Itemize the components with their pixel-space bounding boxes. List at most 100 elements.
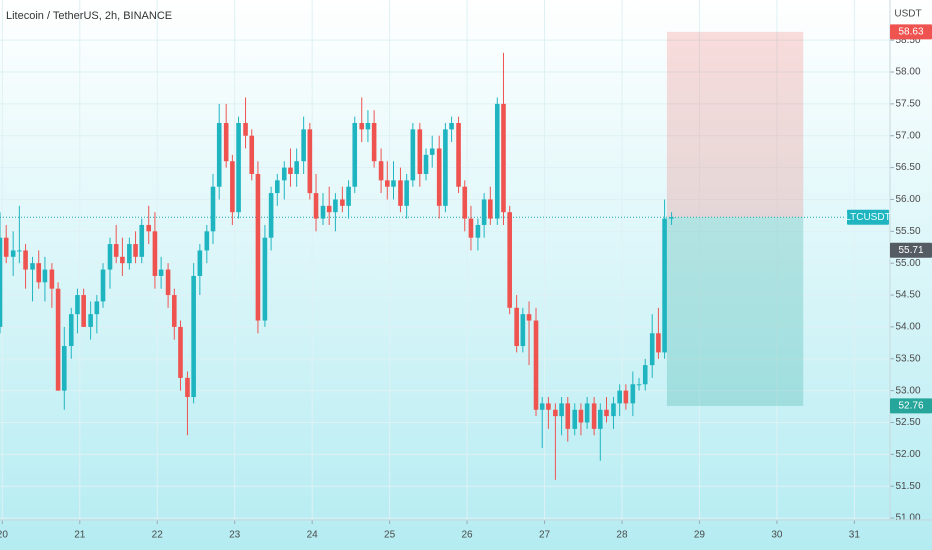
x-tick-label: 25	[384, 530, 396, 541]
candle-body	[249, 135, 255, 174]
candle-body	[423, 154, 429, 174]
y-tick-label: 56.00	[895, 194, 920, 205]
candle-body	[216, 122, 222, 187]
y-tick-label: 54.00	[895, 322, 920, 333]
candle-body	[113, 244, 119, 257]
stop-badge	[890, 24, 932, 40]
candle-body	[88, 314, 93, 327]
candle-body	[236, 122, 241, 213]
candle-body	[417, 129, 423, 174]
candle-body	[197, 250, 203, 276]
candle-body	[185, 377, 190, 398]
candle-body	[152, 231, 158, 276]
candle-body	[656, 333, 661, 353]
x-tick-label: 23	[229, 530, 241, 541]
candle-body	[617, 390, 622, 404]
candle-body	[462, 186, 468, 219]
candle-body	[288, 167, 293, 174]
candle-body	[584, 403, 590, 423]
candle-body	[598, 409, 603, 429]
candle-body	[384, 180, 390, 187]
candle-body	[210, 186, 216, 232]
symbol-badge-text: LTCUSDT	[845, 212, 890, 223]
candle-body	[611, 403, 616, 417]
candle-body	[449, 122, 454, 130]
candle-body	[623, 390, 629, 404]
candle-body	[75, 295, 80, 315]
candle-body	[223, 122, 229, 162]
y-tick-label: 51.50	[895, 481, 920, 492]
x-tick-label: 21	[74, 530, 86, 541]
candle-body	[501, 103, 506, 213]
candle-body	[307, 129, 313, 194]
candle-body	[3, 237, 9, 257]
candle-body	[578, 409, 584, 423]
candle-body	[520, 314, 526, 347]
candle-body	[165, 269, 171, 296]
candle-body	[378, 161, 384, 181]
candle-body	[526, 314, 532, 321]
candle-body	[255, 173, 261, 321]
candle-body	[662, 218, 667, 353]
price-badge	[890, 242, 932, 258]
candle-body	[359, 122, 365, 130]
x-tick-label: 31	[849, 530, 861, 541]
candle-body	[371, 122, 377, 162]
candle-body	[326, 205, 332, 213]
candle-body	[488, 199, 493, 219]
y-tick-label: 51.00	[895, 513, 920, 524]
y-tick-label: 53.50	[895, 353, 920, 364]
candle-body	[514, 307, 519, 347]
target-badge	[890, 398, 932, 414]
candle-body	[436, 148, 442, 206]
candle-body	[275, 180, 280, 194]
y-tick-label: 52.50	[895, 417, 920, 428]
candle-body	[204, 231, 210, 251]
candle-body	[281, 167, 287, 181]
candle-body	[565, 403, 571, 429]
candle-body	[49, 269, 55, 289]
y-tick-label: 55.50	[895, 226, 920, 237]
y-tick-label: 54.50	[895, 290, 920, 301]
symbol-badge	[847, 209, 889, 225]
candle-body	[146, 224, 152, 232]
candle-body	[36, 263, 42, 283]
x-tick-label: 29	[694, 530, 706, 541]
candle-body	[10, 250, 16, 257]
candle-body	[591, 403, 597, 429]
y-tick-label: 58.50	[895, 35, 920, 46]
candle-body	[391, 180, 396, 187]
stop-zone	[666, 31, 804, 218]
candle-body	[352, 122, 358, 187]
candle-body	[191, 275, 196, 398]
candle-body	[669, 217, 674, 219]
candle-body	[346, 186, 351, 206]
target-badge-text: 52.76	[898, 401, 923, 412]
candle-body	[23, 250, 28, 270]
candle-body	[94, 301, 100, 315]
y-tick-label: 57.00	[895, 130, 920, 141]
candle-body	[262, 237, 268, 321]
y-tick-label: 58.00	[895, 67, 920, 78]
candle-body	[636, 384, 642, 386]
candle-body	[320, 205, 326, 219]
candle-body	[171, 295, 177, 327]
candle-body	[630, 384, 636, 404]
price-badge-text: 55.71	[898, 245, 923, 256]
candle-body	[268, 193, 274, 238]
candle-body	[475, 224, 481, 238]
y-tick-label: 57.50	[895, 99, 920, 110]
candle-body	[410, 129, 416, 181]
candle-body	[301, 129, 306, 162]
y-tick-label: 56.50	[895, 162, 920, 173]
candle-body	[120, 256, 125, 264]
candle-body	[429, 148, 435, 155]
candle-body	[243, 122, 248, 136]
candle-body	[507, 212, 512, 308]
x-tick-label: 26	[462, 530, 474, 541]
candle-body	[559, 403, 564, 417]
target-zone	[666, 217, 804, 406]
x-tick-label: 27	[539, 530, 551, 541]
candle-body	[649, 333, 655, 366]
